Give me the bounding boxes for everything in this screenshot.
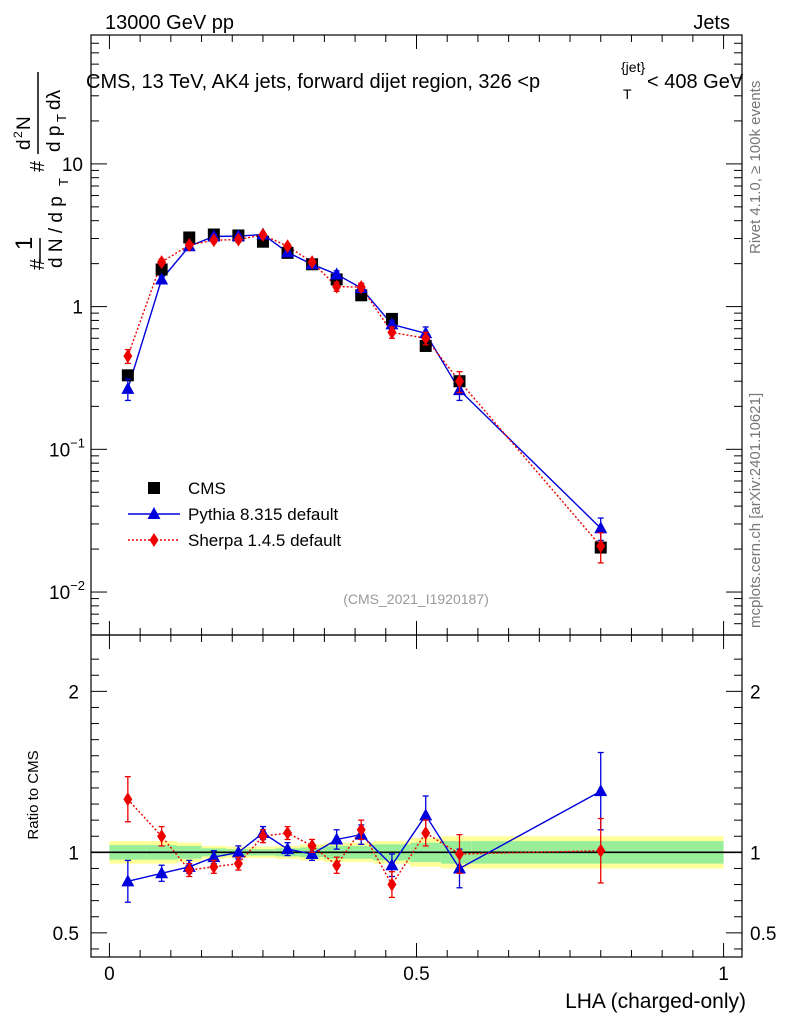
sherpa-point xyxy=(356,280,366,295)
pythia-ratio-point xyxy=(155,866,169,879)
chart-title-subscript: T xyxy=(623,86,632,102)
sherpa-ratio-point xyxy=(421,826,431,841)
svg-text:1: 1 xyxy=(11,237,38,250)
pythia-point xyxy=(121,381,135,394)
x-tick-label: 0 xyxy=(104,964,115,985)
pythia-point xyxy=(385,317,399,330)
svg-text:dλ: dλ xyxy=(44,89,65,110)
svg-text:d N / d p: d N / d p xyxy=(46,196,67,268)
cms-point xyxy=(183,231,196,244)
sherpa-point xyxy=(258,227,268,242)
legend-marker-sherpa xyxy=(149,533,159,547)
y-tick-label-upper: 10 xyxy=(62,155,83,176)
x-tick-label: 1 xyxy=(718,964,729,985)
pythia-ratio-point xyxy=(385,858,399,871)
y-tick-label-upper: 10−1 xyxy=(49,435,85,461)
series-curves xyxy=(127,233,602,886)
legend-label-cms: CMS xyxy=(188,479,226,498)
pythia-ratio-point xyxy=(594,784,608,797)
svg-text:d p: d p xyxy=(44,126,65,152)
y-axis-label-upper: # 1 d N / d p T # d 2 N d p T dλ xyxy=(11,72,71,270)
sherpa-line xyxy=(127,234,602,547)
header-left-text: 13000 GeV pp xyxy=(105,12,234,34)
y-tick-label-lower-right: 0.5 xyxy=(750,924,776,945)
header-right-text: Jets xyxy=(693,12,730,34)
sherpa-point xyxy=(307,255,317,270)
sherpa-ratio-point xyxy=(123,792,133,807)
sherpa-ratio-point xyxy=(307,838,317,853)
legend-label-sherpa: Sherpa 1.4.5 default xyxy=(188,531,341,550)
svg-text:T: T xyxy=(56,178,71,186)
y-tick-label-lower-right: 2 xyxy=(750,682,761,703)
sherpa-point xyxy=(454,374,464,389)
axes xyxy=(90,34,743,958)
sherpa-ratio-point xyxy=(387,877,397,892)
chart-title-main: CMS, 13 TeV, AK4 jets, forward dijet reg… xyxy=(86,71,540,93)
sherpa-point xyxy=(387,325,397,340)
pythia-point xyxy=(330,267,344,280)
y-tick-label-lower: 1 xyxy=(68,843,79,864)
sherpa-point xyxy=(332,279,342,294)
svg-text:N: N xyxy=(14,116,35,130)
sherpa-ratio-point xyxy=(332,858,342,873)
x-tick-label: 0.5 xyxy=(403,964,429,985)
svg-text:2: 2 xyxy=(11,131,25,138)
pythia-ratio-point xyxy=(207,850,221,863)
cms-point xyxy=(121,369,134,382)
y-tick-label-upper: 1 xyxy=(72,298,83,319)
svg-text:#: # xyxy=(27,258,49,270)
pythia-ratio-point xyxy=(419,808,433,821)
chart-title-tail: < 408 GeV xyxy=(647,71,744,93)
sherpa-ratio-point xyxy=(454,846,464,861)
y-tick-label-lower: 0.5 xyxy=(53,924,79,945)
y-axis-label-lower: Ratio to CMS xyxy=(25,750,42,839)
sherpa-ratio-point xyxy=(258,829,268,844)
cms-point xyxy=(419,339,432,352)
sherpa-ratio-point xyxy=(596,843,606,858)
sherpa-point xyxy=(596,539,606,554)
tick-labels: 0 0.5 1 10−2 10−1 1 10 0.5 0.5 1 1 2 2 xyxy=(49,155,776,985)
legend-label-pythia: Pythia 8.315 default xyxy=(188,505,339,524)
pythia-ratio-line xyxy=(127,790,602,882)
pythia-ratio-point xyxy=(330,832,344,845)
sherpa-point xyxy=(233,232,243,247)
svg-text:T: T xyxy=(54,114,69,122)
sherpa-point xyxy=(157,255,167,270)
side-text-top: Rivet 4.1.0, ≥ 100k events xyxy=(747,81,764,254)
svg-text:d: d xyxy=(14,139,35,150)
series-points xyxy=(121,227,608,903)
pythia-ratio-point xyxy=(121,874,135,887)
pythia-ratio-point xyxy=(281,842,295,855)
pythia-ratio-point xyxy=(231,845,245,858)
y-tick-label-lower: 2 xyxy=(68,682,79,703)
legend-marker-pythia xyxy=(147,507,161,519)
pythia-point xyxy=(594,521,608,534)
sherpa-ratio-point xyxy=(283,826,293,841)
sherpa-point xyxy=(123,349,133,364)
chart-title: CMS, 13 TeV, AK4 jets, forward dijet reg… xyxy=(86,59,744,102)
y-tick-label-lower-right: 1 xyxy=(750,843,761,864)
chart-title-superscript: {jet} xyxy=(621,59,645,75)
svg-text:#: # xyxy=(27,160,49,172)
sherpa-point xyxy=(421,331,431,346)
pythia-point xyxy=(155,272,169,285)
sherpa-point xyxy=(184,238,194,253)
y-tick-label-upper: 10−2 xyxy=(49,578,85,604)
sherpa-ratio-point xyxy=(157,829,167,844)
sherpa-point xyxy=(209,233,219,248)
sherpa-ratio-line xyxy=(127,798,601,886)
cms-point xyxy=(155,263,168,276)
legend: CMS Pythia 8.315 default Sherpa 1.4.5 defa… xyxy=(128,479,341,550)
legend-marker-cms xyxy=(148,482,160,494)
lower-frame xyxy=(90,634,743,958)
watermark-text: (CMS_2021_I1920187) xyxy=(343,591,489,607)
sherpa-ratio-point xyxy=(233,856,243,871)
x-axis-label: LHA (charged-only) xyxy=(565,990,746,1013)
side-text-bottom: mcplots.cern.ch [arXiv:2401.10621] xyxy=(747,393,764,628)
sherpa-ratio-point xyxy=(209,859,219,874)
sherpa-point xyxy=(283,239,293,254)
sherpa-ratio-point xyxy=(184,863,194,878)
sherpa-ratio-point xyxy=(356,822,366,837)
